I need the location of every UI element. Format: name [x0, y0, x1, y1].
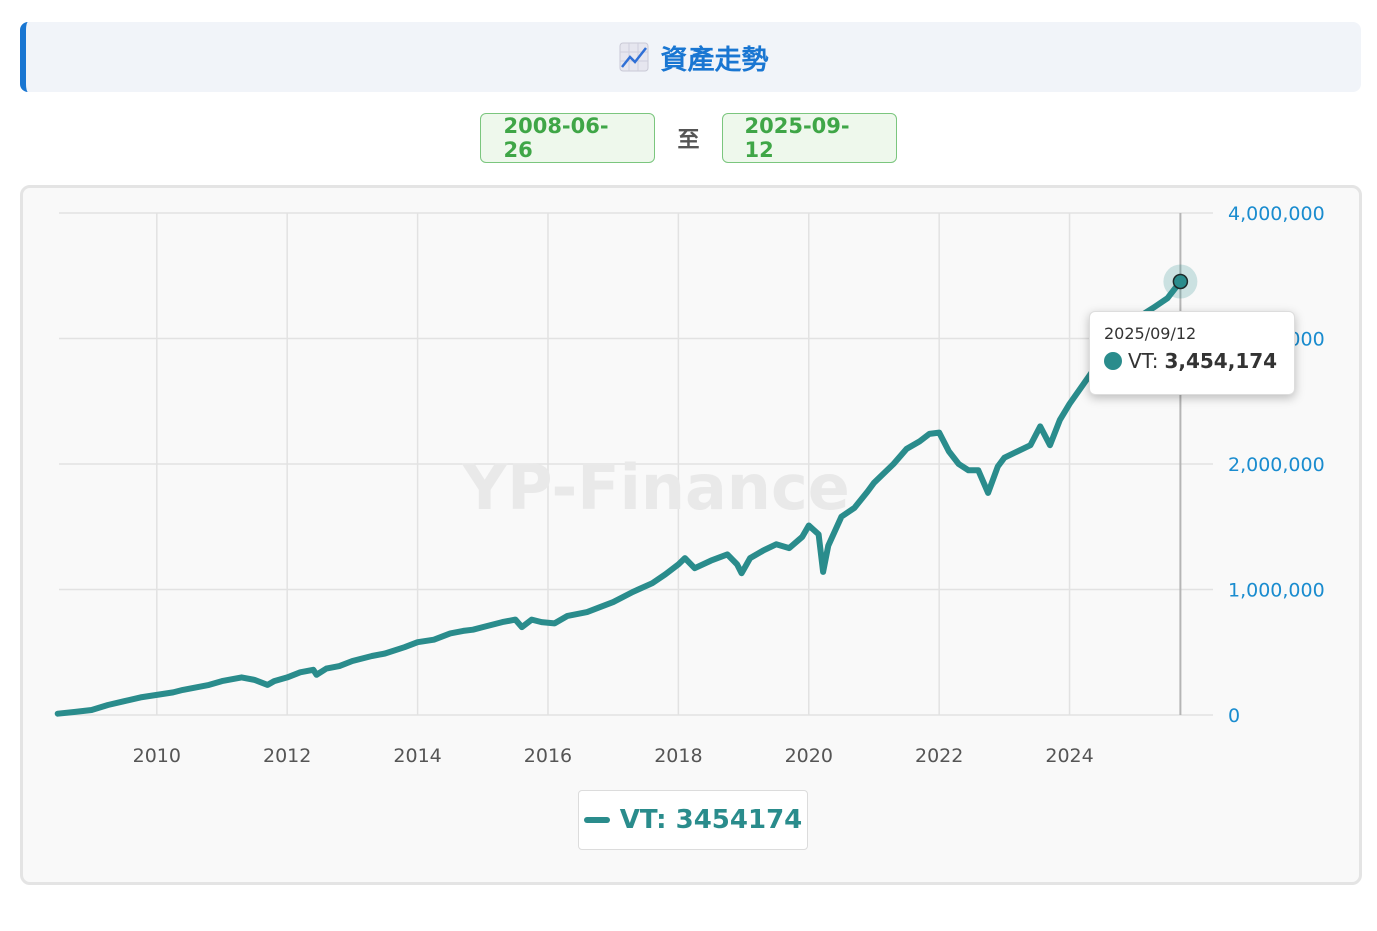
y-tick-label: 4,000,000	[1228, 203, 1325, 225]
tooltip-series-name: VT:	[1128, 349, 1159, 373]
y-tick-label: 0	[1228, 705, 1240, 727]
section-header: 資產走勢	[20, 22, 1361, 92]
section-title: 資產走勢	[660, 44, 769, 76]
y-tick-label: 1,000,000	[1228, 580, 1325, 602]
range-separator: 至	[677, 128, 700, 153]
tooltip-date: 2025/09/12	[1104, 324, 1197, 343]
tooltip-value: 3,454,174	[1164, 349, 1278, 373]
x-tick-label: 2014	[393, 745, 441, 767]
line-chart[interactable]: 01,000,0002,000,0003,000,0004,000,000201…	[23, 188, 1359, 882]
watermark: YP-Finance	[461, 451, 850, 524]
legend-label: VT: 3454174	[619, 805, 803, 835]
hover-point	[1172, 273, 1189, 290]
start-date-field[interactable]: 2008-06-26	[480, 113, 656, 163]
chart-increasing-icon	[619, 42, 648, 72]
x-tick-label: 2012	[263, 745, 311, 767]
x-tick-label: 2018	[654, 745, 702, 767]
chart-tooltip: 2025/09/12 VT: 3,454,174	[1089, 311, 1295, 395]
y-tick-label: 2,000,000	[1228, 454, 1325, 476]
chart-legend[interactable]: VT: 3454174	[578, 790, 808, 850]
x-tick-label: 2016	[524, 745, 572, 767]
asset-trend-chart: 01,000,0002,000,0003,000,0004,000,000201…	[20, 185, 1362, 885]
series-line-vt	[54, 278, 1184, 717]
x-tick-label: 2010	[133, 745, 181, 767]
x-tick-label: 2024	[1045, 745, 1093, 767]
x-tick-label: 2020	[785, 745, 833, 767]
date-range: 2008-06-26 至 2025-09-12	[0, 113, 1377, 163]
legend-line-icon	[583, 817, 610, 823]
x-tick-label: 2022	[915, 745, 963, 767]
series-color-dot	[1104, 352, 1122, 370]
end-date-field[interactable]: 2025-09-12	[721, 113, 897, 163]
